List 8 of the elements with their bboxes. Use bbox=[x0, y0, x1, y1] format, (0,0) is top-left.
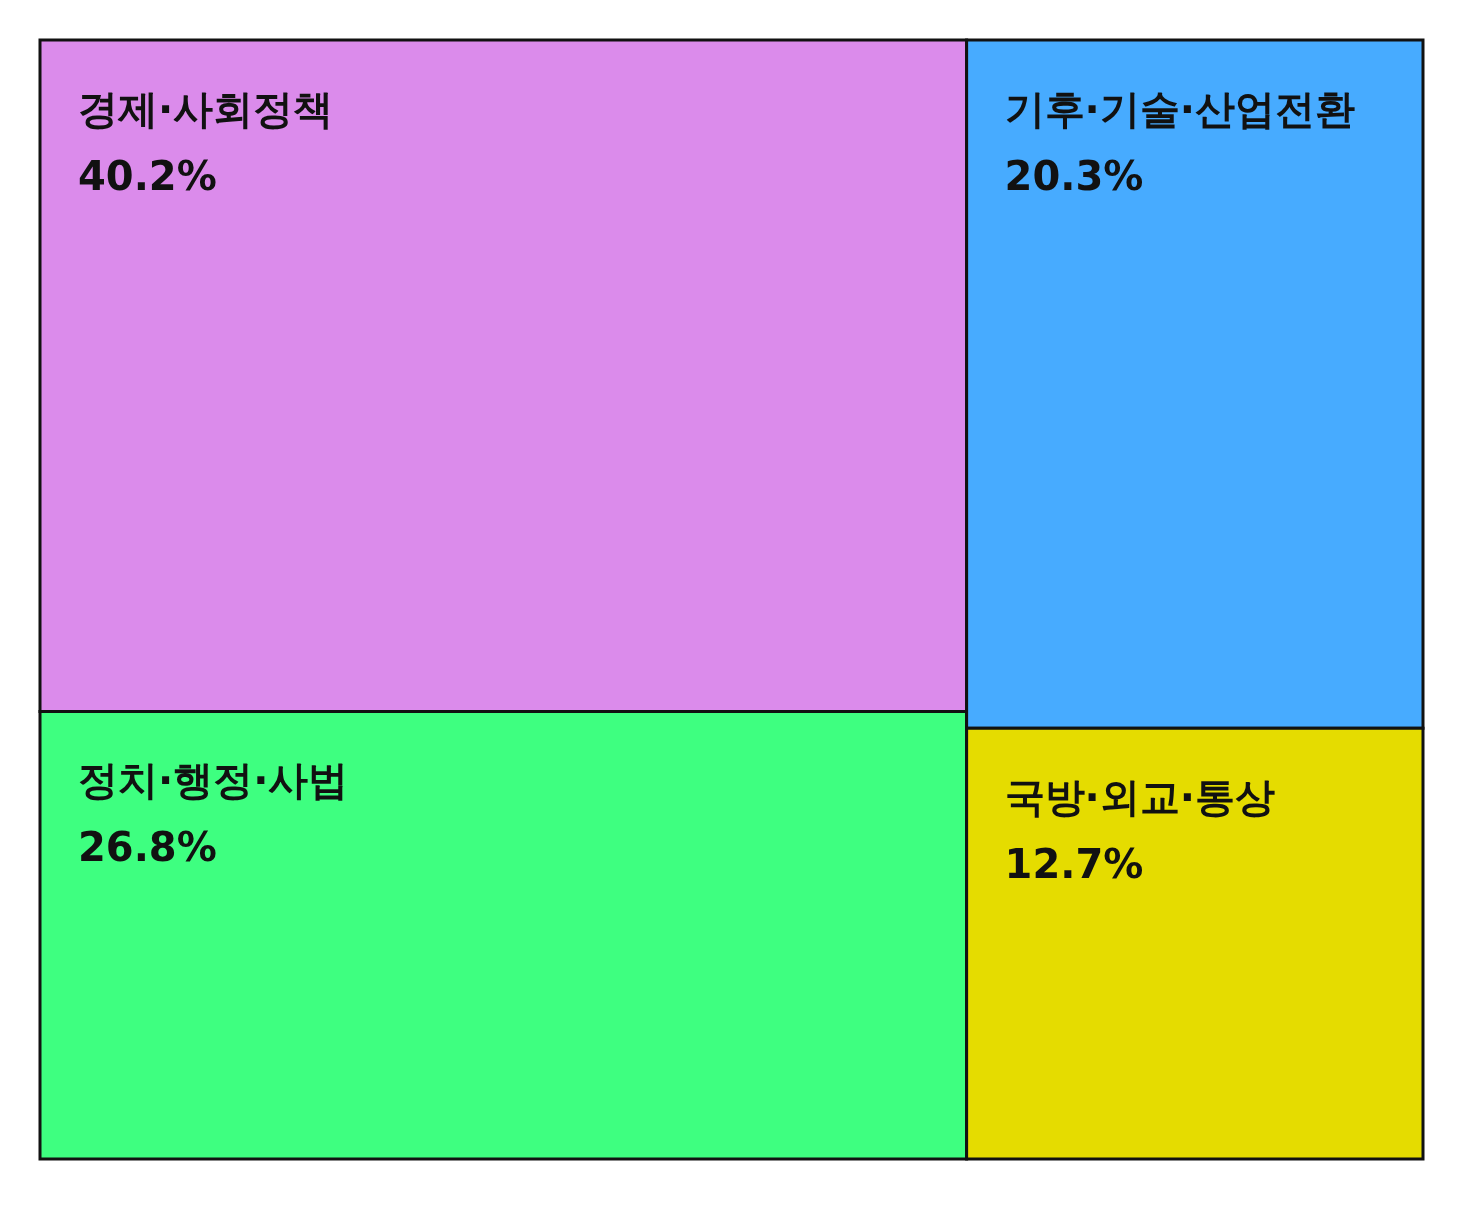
category-label: 국방·외교·통상 bbox=[1004, 774, 1275, 821]
data-label: 12.7% bbox=[1004, 841, 1144, 888]
data-label: 26.8% bbox=[78, 824, 217, 871]
category-label: 기후·기술·산업전환 bbox=[1004, 86, 1355, 132]
data-label: 20.3% bbox=[1004, 153, 1144, 199]
category-label: 정치·행정·사법 bbox=[78, 757, 349, 804]
category-label: 경제·사회정책 bbox=[78, 86, 334, 132]
data-label: 40.2% bbox=[78, 153, 217, 199]
